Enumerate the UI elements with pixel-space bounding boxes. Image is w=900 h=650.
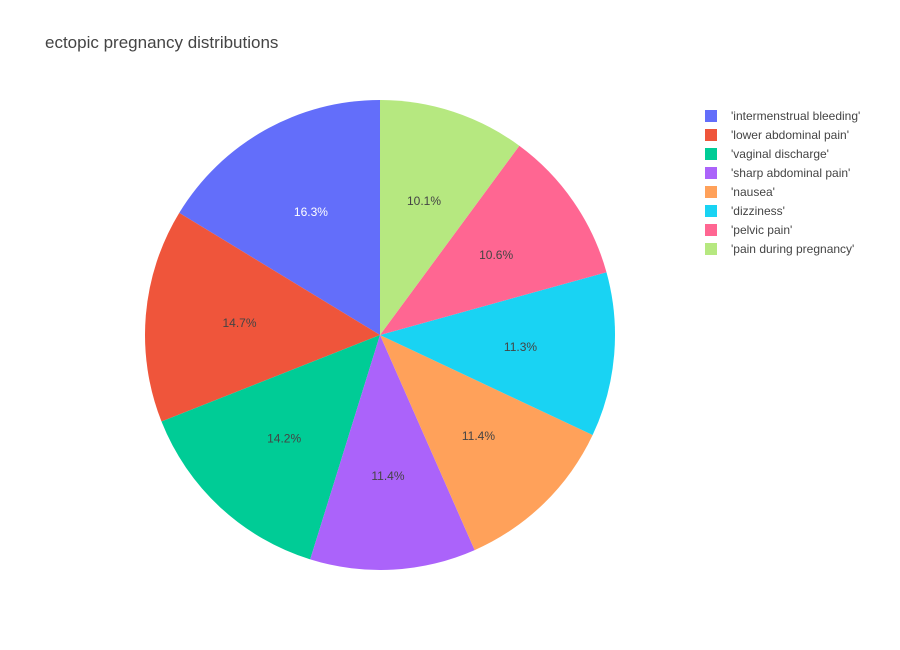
legend-swatch	[705, 242, 717, 255]
legend-item-lower-abdominal-pain[interactable]: 'lower abdominal pain'	[705, 125, 860, 144]
legend-item-pelvic-pain[interactable]: 'pelvic pain'	[705, 220, 860, 239]
legend-label: 'vaginal discharge'	[731, 146, 829, 161]
chart-title: ectopic pregnancy distributions	[45, 33, 279, 52]
slice-label-lower-abdominal-pain: 14.7%	[222, 316, 256, 330]
pie-slice-nausea[interactable]	[380, 335, 593, 551]
legend-label: 'lower abdominal pain'	[731, 127, 849, 142]
pie-slice-vaginal-discharge[interactable]	[161, 335, 381, 560]
legend-label: 'nausea'	[731, 184, 775, 199]
legend-item-pain-during-pregnancy[interactable]: 'pain during pregnancy'	[705, 239, 860, 258]
legend-item-vaginal-discharge[interactable]: 'vaginal discharge'	[705, 144, 860, 163]
legend-swatch	[705, 185, 717, 198]
slice-label-nausea: 11.4%	[462, 429, 495, 443]
legend-swatch	[705, 204, 717, 217]
pie-slice-intermenstrual-bleeding[interactable]	[179, 100, 380, 335]
legend-swatch	[705, 128, 717, 141]
legend-swatch	[705, 147, 717, 160]
slice-label-intermenstrual-bleeding: 16.3%	[294, 205, 328, 219]
pie-slice-pain-during-pregnancy[interactable]	[380, 100, 520, 335]
legend-swatch	[705, 223, 717, 236]
pie-slice-lower-abdominal-pain[interactable]	[144, 212, 380, 422]
slice-label-pain-during-pregnancy: 10.1%	[407, 194, 441, 208]
pie-slice-dizziness[interactable]	[380, 272, 616, 436]
slice-label-vaginal-discharge: 14.2%	[267, 431, 301, 445]
legend-item-intermenstrual-bleeding[interactable]: 'intermenstrual bleeding'	[705, 106, 860, 125]
legend-label: 'sharp abdominal pain'	[731, 165, 851, 180]
legend-label: 'pelvic pain'	[731, 222, 793, 237]
legend-label: 'dizziness'	[731, 203, 785, 218]
legend: 'intermenstrual bleeding' 'lower abdomina…	[705, 106, 860, 258]
legend-swatch	[705, 166, 717, 179]
pie-slice-pelvic-pain[interactable]	[380, 145, 607, 335]
legend-label: 'intermenstrual bleeding'	[731, 108, 861, 123]
pie-slice-sharp-abdominal-pain[interactable]	[310, 335, 475, 570]
legend-swatch	[705, 109, 717, 122]
legend-item-dizziness[interactable]: 'dizziness'	[705, 201, 860, 220]
slice-label-pelvic-pain: 10.6%	[479, 248, 513, 262]
legend-label: 'pain during pregnancy'	[731, 241, 855, 256]
slice-label-dizziness: 11.3%	[504, 340, 537, 354]
slice-label-sharp-abdominal-pain: 11.4%	[371, 469, 404, 483]
legend-item-nausea[interactable]: 'nausea'	[705, 182, 860, 201]
legend-item-sharp-abdominal-pain[interactable]: 'sharp abdominal pain'	[705, 163, 860, 182]
